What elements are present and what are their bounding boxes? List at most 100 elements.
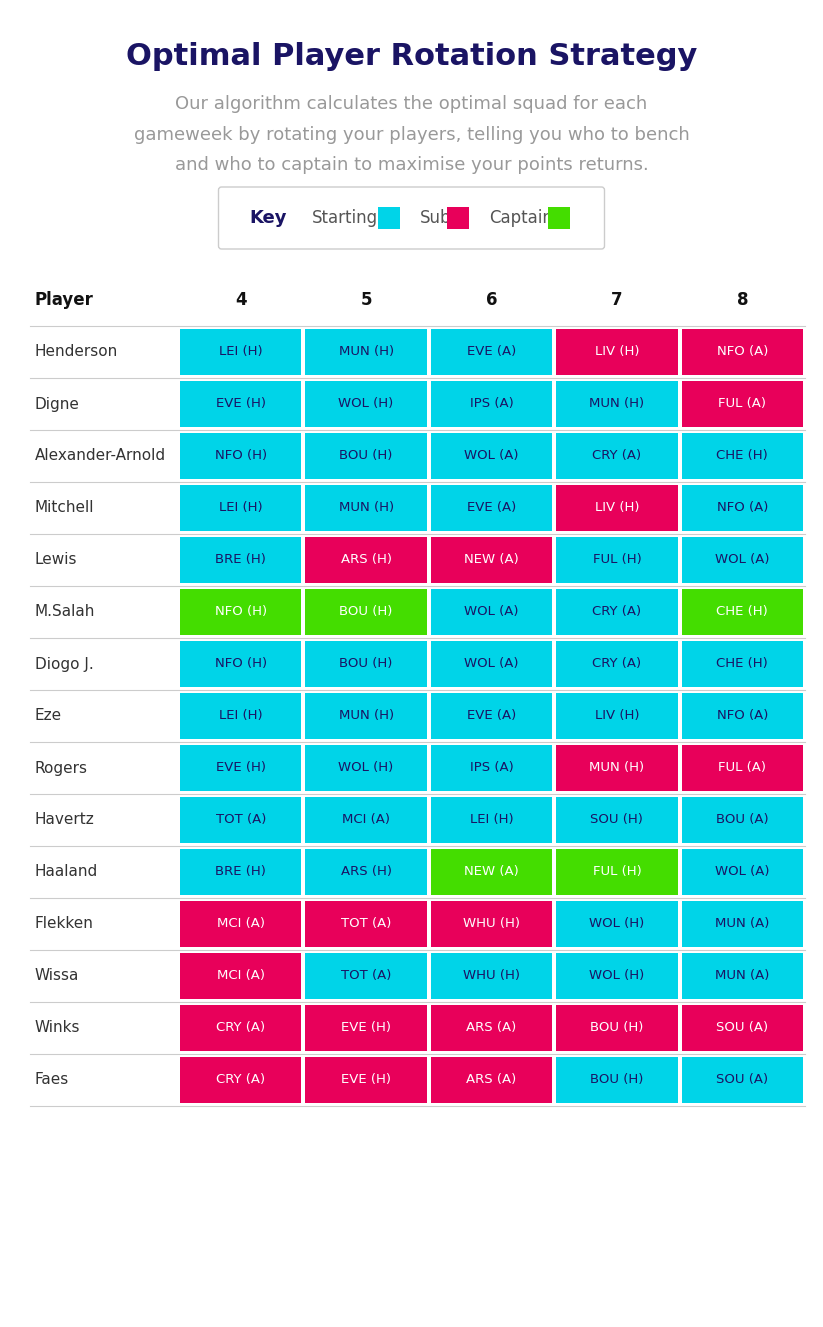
Text: 7: 7 xyxy=(611,291,623,309)
Bar xyxy=(180,1058,301,1103)
Text: Key: Key xyxy=(249,208,287,227)
Text: Lewis: Lewis xyxy=(35,552,77,568)
Bar xyxy=(447,207,469,230)
Bar xyxy=(430,484,552,531)
Bar xyxy=(556,849,677,894)
Text: NEW (A): NEW (A) xyxy=(464,553,518,567)
Text: TOT (A): TOT (A) xyxy=(216,813,266,827)
Text: WOL (A): WOL (A) xyxy=(715,553,770,567)
Text: BRE (H): BRE (H) xyxy=(216,553,266,567)
Text: LIV (H): LIV (H) xyxy=(595,345,639,358)
Text: BRE (H): BRE (H) xyxy=(216,865,266,878)
Text: LEI (H): LEI (H) xyxy=(219,345,263,358)
Text: WOL (H): WOL (H) xyxy=(589,970,644,982)
Bar xyxy=(430,433,552,479)
Bar xyxy=(556,484,677,531)
Text: WOL (H): WOL (H) xyxy=(589,917,644,930)
Bar xyxy=(305,484,427,531)
Bar xyxy=(681,537,803,583)
Bar xyxy=(180,381,301,427)
Text: MUN (H): MUN (H) xyxy=(589,762,644,775)
Text: WOL (A): WOL (A) xyxy=(464,657,518,670)
Bar xyxy=(556,329,677,376)
Text: WHU (H): WHU (H) xyxy=(463,970,520,982)
Text: ARS (A): ARS (A) xyxy=(467,1074,517,1087)
Bar xyxy=(180,329,301,376)
Text: MCI (A): MCI (A) xyxy=(216,970,265,982)
Text: Havertz: Havertz xyxy=(35,812,95,828)
Bar xyxy=(430,798,552,843)
Text: TOT (A): TOT (A) xyxy=(341,970,391,982)
Text: Player: Player xyxy=(35,291,94,309)
Text: Rogers: Rogers xyxy=(35,760,88,775)
Text: 5: 5 xyxy=(360,291,372,309)
Bar xyxy=(556,901,677,947)
Text: MUN (H): MUN (H) xyxy=(338,710,393,722)
Text: Flekken: Flekken xyxy=(35,917,94,932)
Text: Sub: Sub xyxy=(420,208,451,227)
Text: WOL (A): WOL (A) xyxy=(464,605,518,618)
Bar xyxy=(556,641,677,687)
Bar xyxy=(681,589,803,636)
Text: NEW (A): NEW (A) xyxy=(464,865,518,878)
Text: LEI (H): LEI (H) xyxy=(219,502,263,515)
Text: EVE (H): EVE (H) xyxy=(216,398,266,410)
Text: IPS (A): IPS (A) xyxy=(470,762,514,775)
Bar xyxy=(430,537,552,583)
Text: MUN (A): MUN (A) xyxy=(715,917,770,930)
Bar xyxy=(430,744,552,791)
Bar xyxy=(180,433,301,479)
Bar xyxy=(681,1058,803,1103)
Bar xyxy=(180,484,301,531)
Text: Captain: Captain xyxy=(490,208,553,227)
Bar xyxy=(556,433,677,479)
Text: MUN (H): MUN (H) xyxy=(589,398,644,410)
Text: Alexander-Arnold: Alexander-Arnold xyxy=(35,449,166,463)
Bar xyxy=(430,1058,552,1103)
Bar xyxy=(430,641,552,687)
Bar xyxy=(556,1005,677,1051)
Text: WOL (A): WOL (A) xyxy=(464,450,518,463)
Text: FUL (A): FUL (A) xyxy=(718,398,766,410)
Bar xyxy=(180,693,301,739)
Text: SOU (A): SOU (A) xyxy=(716,1074,769,1087)
Text: LEI (H): LEI (H) xyxy=(219,710,263,722)
Bar xyxy=(180,641,301,687)
Bar xyxy=(180,537,301,583)
Text: Faes: Faes xyxy=(35,1072,69,1088)
Text: CRY (A): CRY (A) xyxy=(216,1074,265,1087)
Text: MUN (A): MUN (A) xyxy=(715,970,770,982)
Bar xyxy=(180,901,301,947)
Text: BOU (H): BOU (H) xyxy=(590,1022,644,1035)
Bar xyxy=(180,849,301,894)
Text: SOU (A): SOU (A) xyxy=(716,1022,769,1035)
Text: IPS (A): IPS (A) xyxy=(470,398,514,410)
Text: Wissa: Wissa xyxy=(35,969,79,983)
Bar xyxy=(305,433,427,479)
Bar xyxy=(305,381,427,427)
Text: Winks: Winks xyxy=(35,1020,81,1035)
Text: CHE (H): CHE (H) xyxy=(717,657,768,670)
Bar xyxy=(430,901,552,947)
Text: FUL (H): FUL (H) xyxy=(593,865,641,878)
Bar xyxy=(305,744,427,791)
Bar xyxy=(180,953,301,999)
Text: FUL (A): FUL (A) xyxy=(718,762,766,775)
Text: BOU (A): BOU (A) xyxy=(716,813,769,827)
Bar xyxy=(430,329,552,376)
Text: Eze: Eze xyxy=(35,709,62,723)
Bar xyxy=(430,693,552,739)
Bar xyxy=(305,589,427,636)
Text: ARS (H): ARS (H) xyxy=(341,553,392,567)
Text: EVE (A): EVE (A) xyxy=(467,710,516,722)
Bar xyxy=(378,207,400,230)
Text: M.Salah: M.Salah xyxy=(35,605,95,620)
Text: CRY (A): CRY (A) xyxy=(593,605,641,618)
Text: MUN (H): MUN (H) xyxy=(338,345,393,358)
Text: CHE (H): CHE (H) xyxy=(717,450,768,463)
Text: NFO (A): NFO (A) xyxy=(717,502,768,515)
Text: CHE (H): CHE (H) xyxy=(717,605,768,618)
Bar xyxy=(180,798,301,843)
Bar xyxy=(305,1058,427,1103)
Bar xyxy=(180,744,301,791)
